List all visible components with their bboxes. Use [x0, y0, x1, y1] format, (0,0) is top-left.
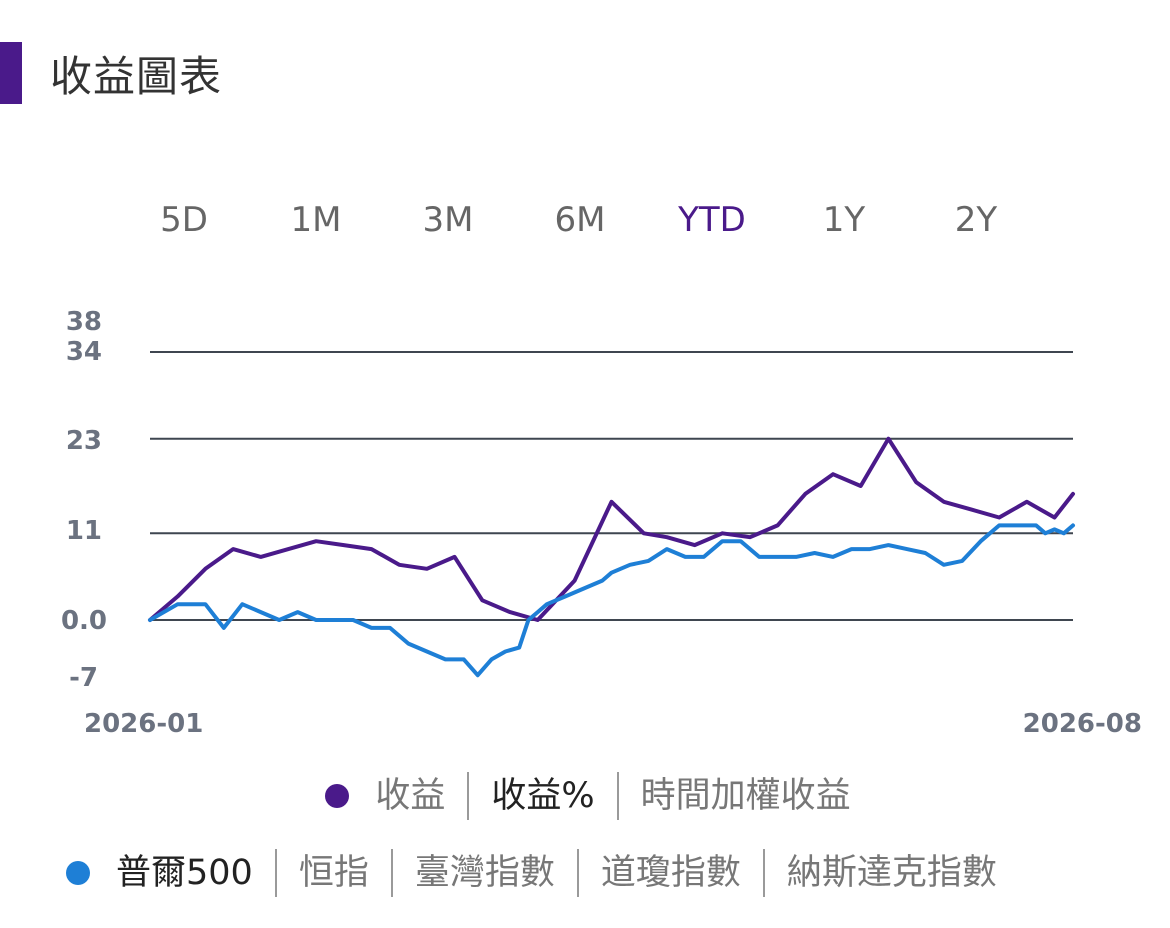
tab-6m[interactable]: 6M [554, 200, 606, 240]
y-tick-label: 38 [66, 307, 102, 337]
legend-divider [762, 849, 765, 897]
metric-legend: 收益 收益% 時間加權收益 [0, 766, 1170, 826]
series-layer [148, 436, 1075, 678]
x-axis-end-label: 2026-08 [1023, 709, 1142, 739]
legend-divider [390, 849, 393, 897]
legend-item-hang-seng[interactable]: 恒指 [298, 853, 369, 893]
tab-1y[interactable]: 1Y [822, 200, 866, 240]
y-tick-label: -7 [69, 663, 98, 693]
tab-1m[interactable]: 1M [290, 200, 342, 240]
metric-legend-dot [325, 784, 350, 808]
y-tick-label: 11 [66, 516, 102, 546]
legend-item-returns[interactable]: 收益 [375, 776, 446, 816]
section-header: 收益圖表 [0, 42, 222, 104]
benchmark-return-line [148, 523, 1075, 678]
tab-2y[interactable]: 2Y [954, 200, 998, 240]
returns-line-chart: 38 34 23 11 0.0 -7 2026-01 2026-08 [61, 307, 1142, 739]
legend-item-time-weighted-returns[interactable]: 時間加權收益 [640, 776, 851, 816]
x-axis-start-label: 2026-01 [84, 709, 203, 739]
x-axis-labels: 2026-01 2026-08 [84, 709, 1142, 739]
legend-divider [616, 772, 619, 820]
y-tick-label: 23 [66, 426, 102, 456]
legend-divider [274, 849, 277, 897]
tab-ytd[interactable]: YTD [678, 200, 746, 240]
benchmark-legend: 普爾500 恒指 臺灣指數 道瓊指數 納斯達克指數 [0, 843, 1170, 903]
section-title: 收益圖表 [50, 51, 223, 101]
legend-item-returns-percent[interactable]: 收益% [491, 776, 595, 816]
y-tick-label: 34 [66, 337, 102, 367]
legend-item-nasdaq[interactable]: 納斯達克指數 [786, 853, 997, 893]
tab-3m[interactable]: 3M [422, 200, 474, 240]
y-tick-label: 0.0 [61, 606, 107, 636]
title-accent-bar [0, 42, 22, 104]
legend-item-sp500[interactable]: 普爾500 [116, 853, 253, 893]
chart-gridlines [150, 351, 1073, 621]
legend-item-taiwan-index[interactable]: 臺灣指數 [414, 853, 555, 893]
legend-divider [576, 849, 579, 897]
y-axis-labels: 38 34 23 11 0.0 -7 [61, 307, 107, 693]
legend-item-dow-jones[interactable]: 道瓊指數 [600, 853, 741, 893]
legend-divider [467, 772, 470, 820]
portfolio-return-line [148, 436, 1075, 622]
tab-5d[interactable]: 5D [160, 200, 208, 240]
period-tabs: 5D 1M 3M 6M YTD 1Y 2Y [118, 190, 1042, 250]
benchmark-legend-dot [66, 861, 90, 885]
